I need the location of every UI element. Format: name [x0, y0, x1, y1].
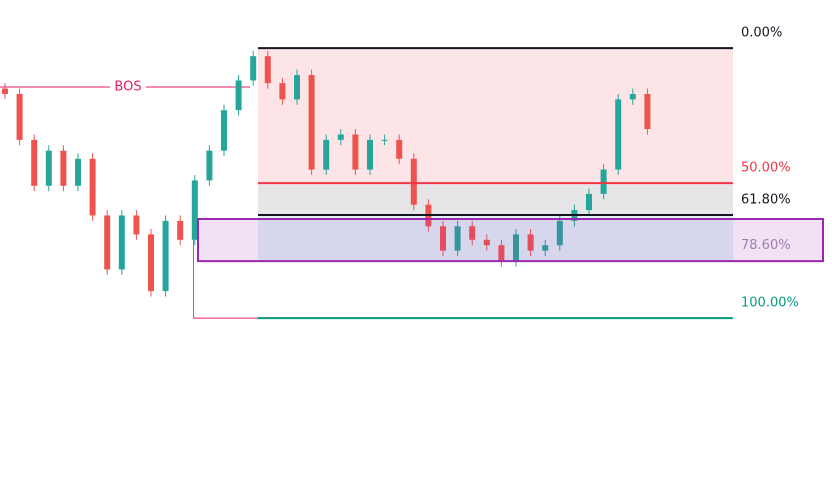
fib-level-label: 50.00%: [741, 161, 791, 176]
candle-body: [498, 245, 505, 262]
fib-zone: [258, 214, 733, 261]
candle-body: [148, 234, 154, 292]
candle-body: [60, 150, 67, 186]
candle-body: [279, 83, 286, 100]
candle-body: [469, 226, 476, 240]
bos-label: BOS: [114, 79, 141, 94]
fib-level-label: 100.00%: [741, 296, 799, 311]
candle-body: [542, 245, 549, 251]
candle-body: [396, 139, 403, 159]
candle-body: [206, 150, 213, 181]
fib-level-label: 61.80%: [741, 192, 791, 207]
candle-body: [527, 234, 534, 251]
candle-body: [352, 134, 359, 170]
candle-body: [586, 193, 592, 211]
candle-body: [323, 139, 330, 170]
fib-zone: [258, 48, 733, 184]
candle-body: [615, 99, 622, 170]
candle-body: [45, 150, 52, 186]
candle-body: [2, 88, 8, 94]
candle-body: [337, 134, 344, 140]
candle-body: [264, 56, 271, 84]
fib-level-label: 0.00%: [741, 26, 782, 41]
candle-body: [162, 220, 169, 292]
candle-body: [221, 110, 227, 151]
candle-body: [16, 93, 23, 140]
candle-body: [483, 239, 490, 246]
candle-body: [133, 215, 140, 235]
candle-body: [367, 139, 373, 170]
candle-body: [410, 158, 417, 205]
candle-body: [454, 226, 461, 251]
candle-body: [629, 93, 636, 100]
candle-body: [294, 75, 300, 100]
candle-body: [235, 80, 242, 111]
candle-body: [600, 169, 607, 194]
candle-body: [31, 139, 38, 186]
candle-body: [513, 234, 519, 262]
candle-body: [177, 220, 184, 240]
candle-body: [191, 180, 198, 240]
candle-body: [118, 215, 125, 270]
order-block: [197, 217, 824, 263]
candle-body: [308, 75, 315, 170]
candle-body: [556, 220, 563, 246]
fib-level-label: 78.60%: [741, 238, 791, 253]
fib-zone: [258, 183, 733, 215]
candle-body: [250, 56, 257, 81]
candle-body: [644, 93, 651, 130]
candle-body: [381, 139, 388, 141]
candle-body: [440, 226, 446, 251]
candle-body: [89, 158, 96, 216]
candle-body: [104, 215, 111, 270]
candle-body: [75, 158, 81, 186]
